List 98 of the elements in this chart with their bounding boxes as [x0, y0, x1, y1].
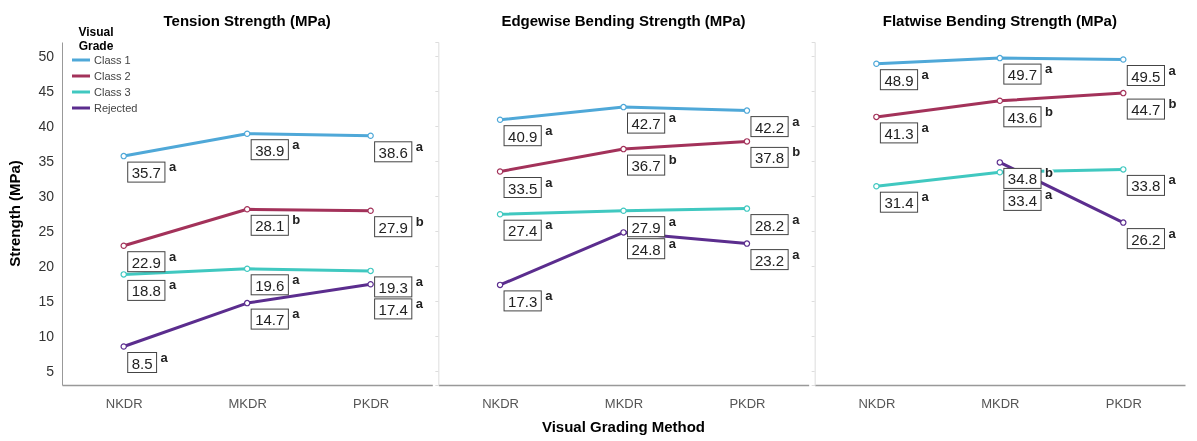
x-tick-label: PKDR — [1105, 396, 1142, 412]
x-tick-label: PKDR — [729, 396, 766, 412]
data-label: 48.9 a — [884, 66, 930, 89]
point — [243, 206, 251, 213]
y-tick-label: 40 — [38, 117, 55, 134]
data-label: 41.3 a — [884, 119, 930, 142]
y-tick-label: 50 — [38, 47, 55, 64]
chart-title: Flatwise Bending Strength (MPa) — [882, 12, 1117, 29]
point — [367, 132, 374, 140]
point — [620, 103, 627, 111]
point — [496, 168, 504, 175]
data-label: 37.8 b — [754, 144, 801, 167]
legend-label: Class 1 — [94, 54, 131, 66]
x-tick-label: MKDR — [228, 396, 267, 412]
point — [620, 207, 627, 214]
x-tick-label: MKDR — [981, 396, 1020, 412]
point — [120, 271, 127, 278]
y-tick-label: 10 — [38, 327, 55, 344]
point — [1120, 166, 1127, 173]
legend-label: Class 2 — [94, 70, 131, 82]
data-label: 49.7 a — [1007, 61, 1054, 84]
point — [367, 280, 374, 288]
y-tick-label: 45 — [38, 82, 55, 99]
chart-title: Tension Strength (MPa) — [163, 12, 331, 29]
point — [120, 242, 127, 249]
point — [873, 60, 880, 67]
data-label: 33.8 a — [1131, 172, 1177, 195]
data-label: 28.1 b — [255, 212, 301, 235]
data-label: 17.4 a — [378, 295, 424, 318]
data-label: 19.6 a — [255, 271, 301, 294]
point — [243, 265, 251, 273]
point — [120, 152, 127, 160]
data-label: 8.5 a — [131, 349, 169, 372]
y-tick-label: 25 — [38, 222, 55, 239]
point — [743, 240, 751, 247]
point — [496, 116, 504, 123]
data-label: 38.9 a — [255, 136, 301, 159]
point — [996, 54, 1004, 62]
data-label: 26.2 a — [1131, 225, 1177, 248]
point — [243, 130, 251, 137]
point — [996, 168, 1004, 176]
data-label: 27.4 a — [508, 217, 554, 240]
data-label: 24.8 a — [631, 235, 677, 258]
chart-title: Edgewise Bending Strength (MPa) — [501, 12, 746, 29]
data-label: 42.7 a — [631, 110, 677, 133]
point — [367, 267, 374, 275]
x-tick-label: NKDR — [482, 396, 519, 412]
y-tick-label: 35 — [38, 152, 55, 169]
point — [620, 229, 627, 236]
data-label: 18.8 a — [131, 277, 177, 300]
point — [743, 138, 751, 145]
point — [243, 299, 251, 307]
data-label: 35.7 a — [131, 159, 177, 182]
x-tick-label: NKDR — [858, 396, 896, 412]
data-label: 38.6 a — [378, 138, 424, 161]
x-tick-label: MKDR — [604, 396, 644, 412]
point — [743, 205, 751, 212]
y-tick-label: 15 — [38, 292, 55, 309]
point — [996, 97, 1004, 105]
x-tick-label: NKDR — [105, 396, 143, 412]
point — [873, 182, 880, 190]
point — [367, 207, 374, 214]
point — [1120, 89, 1127, 97]
point — [996, 159, 1004, 166]
data-label: 31.4 a — [884, 189, 930, 212]
data-label: 49.5 a — [1131, 62, 1177, 85]
y-axis-title: Strength (MPa) — [6, 160, 23, 267]
point — [1120, 56, 1127, 63]
y-tick-label: 5 — [46, 362, 55, 379]
data-label: 43.6 b — [1007, 103, 1054, 126]
data-label: 33.5 a — [508, 174, 554, 197]
x-axis-title: Visual Grading Method — [541, 418, 706, 435]
data-label: 27.9 a — [631, 213, 677, 236]
y-tick-label: 20 — [38, 257, 55, 274]
data-label: 40.9 a — [508, 122, 554, 145]
data-label: 14.7 a — [255, 306, 301, 329]
point — [496, 281, 504, 289]
data-label: 28.2 a — [754, 211, 801, 234]
point — [496, 210, 504, 218]
legend-label: Rejected — [94, 102, 138, 114]
point — [620, 145, 627, 153]
data-label: 33.4 a — [1007, 187, 1054, 210]
data-label: 44.7 b — [1131, 96, 1177, 119]
x-tick-label: PKDR — [353, 396, 390, 412]
point — [120, 343, 127, 350]
data-label: 36.7 b — [631, 152, 677, 175]
data-label: 42.2 a — [754, 113, 801, 136]
data-label: 19.3 a — [378, 273, 424, 296]
legend-title: Visual Grade — [78, 25, 114, 53]
data-label: 22.9 a — [131, 248, 177, 271]
legend-label: Class 3 — [94, 86, 131, 98]
point — [873, 113, 880, 121]
data-label: 23.2 a — [754, 246, 801, 269]
y-tick-label: 30 — [38, 187, 55, 204]
data-label: 17.3 a — [508, 287, 554, 310]
point — [743, 107, 751, 114]
data-label: 27.9 b — [378, 213, 424, 236]
point — [1120, 219, 1127, 226]
